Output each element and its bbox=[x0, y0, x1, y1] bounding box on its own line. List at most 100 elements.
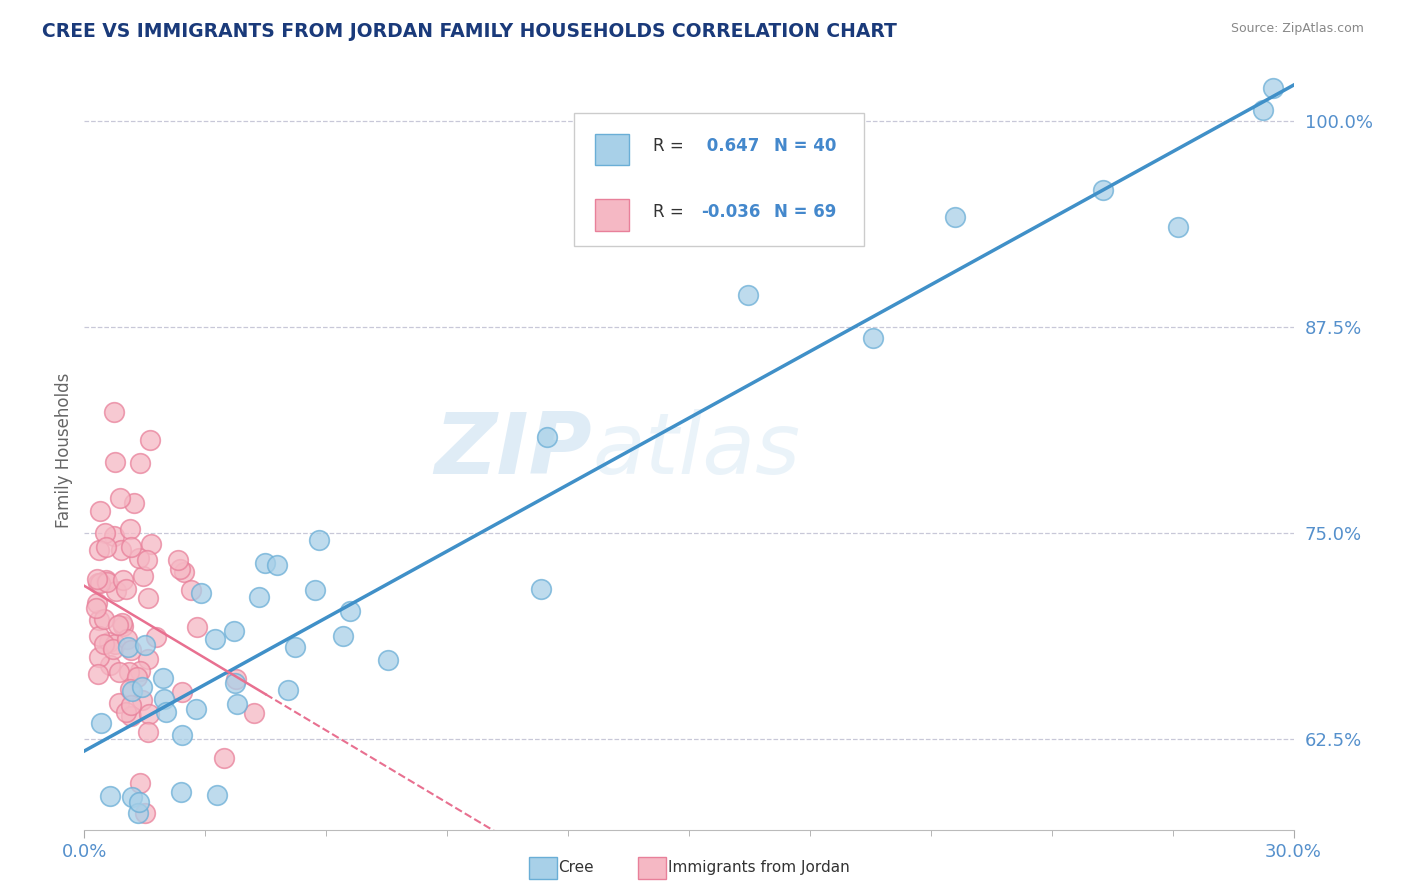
Point bbox=[128, 795, 150, 809]
Text: Immigrants from Jordan: Immigrants from Jordan bbox=[668, 861, 849, 875]
Point bbox=[304, 582, 326, 597]
Point bbox=[139, 537, 162, 551]
Y-axis label: Family Households: Family Households bbox=[55, 373, 73, 528]
Point bbox=[943, 210, 966, 224]
Point bbox=[115, 632, 138, 646]
Point bbox=[224, 676, 246, 690]
Point bbox=[135, 553, 157, 567]
Point bbox=[284, 640, 307, 654]
Point bbox=[103, 405, 125, 419]
FancyBboxPatch shape bbox=[595, 134, 628, 165]
Point bbox=[243, 706, 266, 720]
Point bbox=[167, 553, 190, 567]
Point bbox=[277, 683, 299, 698]
Point bbox=[104, 455, 127, 469]
Point bbox=[111, 619, 134, 633]
Point bbox=[120, 522, 142, 536]
Point bbox=[184, 701, 207, 715]
Point bbox=[1167, 220, 1189, 235]
Point bbox=[1261, 80, 1284, 95]
Point bbox=[87, 650, 110, 665]
Point bbox=[87, 543, 110, 558]
Text: R =: R = bbox=[652, 202, 683, 220]
Point bbox=[89, 629, 111, 643]
Point bbox=[98, 658, 121, 673]
Point bbox=[136, 591, 159, 606]
Point bbox=[172, 727, 194, 741]
Point bbox=[98, 789, 121, 804]
Point bbox=[96, 540, 118, 554]
Point bbox=[204, 632, 226, 647]
Point bbox=[124, 496, 146, 510]
Point bbox=[226, 697, 249, 711]
Point bbox=[131, 692, 153, 706]
Point bbox=[1251, 103, 1274, 117]
Point bbox=[107, 696, 129, 710]
Point bbox=[127, 806, 149, 821]
Text: atlas: atlas bbox=[592, 409, 800, 492]
Point bbox=[107, 618, 129, 632]
Point bbox=[93, 637, 115, 651]
Point bbox=[112, 574, 135, 588]
Point bbox=[87, 576, 110, 591]
Point bbox=[104, 637, 127, 651]
Text: R =: R = bbox=[652, 136, 683, 154]
Point bbox=[120, 643, 142, 657]
Text: -0.036: -0.036 bbox=[702, 202, 761, 220]
Point bbox=[222, 624, 245, 639]
Point bbox=[205, 788, 228, 802]
Point bbox=[173, 565, 195, 579]
Point bbox=[105, 583, 128, 598]
Point bbox=[89, 504, 111, 518]
Point bbox=[128, 550, 150, 565]
Point bbox=[1091, 183, 1114, 197]
Text: 0.647: 0.647 bbox=[702, 136, 759, 154]
Point bbox=[145, 630, 167, 644]
Point bbox=[93, 526, 115, 541]
Point bbox=[94, 573, 117, 587]
Point bbox=[136, 725, 159, 739]
Point bbox=[332, 629, 354, 643]
Point bbox=[172, 684, 194, 698]
Point bbox=[93, 612, 115, 626]
Point bbox=[108, 665, 131, 679]
Point bbox=[138, 706, 160, 721]
Point bbox=[115, 582, 138, 596]
Point bbox=[103, 641, 125, 656]
Point bbox=[152, 671, 174, 685]
Text: Cree: Cree bbox=[558, 861, 593, 875]
Point bbox=[125, 670, 148, 684]
Point bbox=[103, 529, 125, 543]
Point bbox=[266, 558, 288, 572]
Point bbox=[136, 652, 159, 666]
Point bbox=[90, 716, 112, 731]
Point bbox=[87, 613, 110, 627]
Point bbox=[129, 775, 152, 789]
Point bbox=[110, 542, 132, 557]
Point bbox=[169, 785, 191, 799]
Point bbox=[128, 456, 150, 470]
Point bbox=[131, 569, 153, 583]
Text: N = 69: N = 69 bbox=[773, 202, 837, 220]
Point bbox=[120, 681, 142, 696]
Point bbox=[87, 667, 110, 681]
Point bbox=[339, 603, 361, 617]
Point bbox=[89, 576, 111, 591]
Point bbox=[117, 640, 139, 655]
Point bbox=[86, 601, 108, 615]
Point bbox=[862, 331, 884, 345]
Point bbox=[86, 572, 108, 586]
Point bbox=[190, 586, 212, 600]
Point bbox=[139, 434, 162, 448]
Point bbox=[225, 672, 247, 686]
Point bbox=[108, 491, 131, 506]
Point bbox=[96, 574, 118, 589]
Text: CREE VS IMMIGRANTS FROM JORDAN FAMILY HOUSEHOLDS CORRELATION CHART: CREE VS IMMIGRANTS FROM JORDAN FAMILY HO… bbox=[42, 22, 897, 41]
Point bbox=[115, 706, 138, 720]
Point bbox=[121, 790, 143, 805]
Point bbox=[134, 806, 156, 821]
Point bbox=[186, 620, 208, 634]
Point bbox=[121, 684, 143, 698]
Point bbox=[377, 652, 399, 666]
FancyBboxPatch shape bbox=[595, 200, 628, 231]
